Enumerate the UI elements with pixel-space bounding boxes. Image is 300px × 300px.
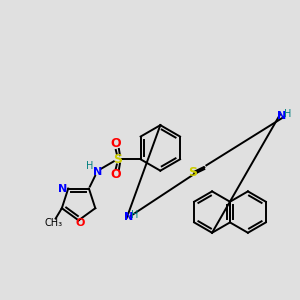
Text: O: O	[76, 218, 85, 228]
Text: S: S	[188, 166, 197, 179]
Text: N: N	[93, 167, 102, 177]
Text: CH₃: CH₃	[44, 218, 63, 228]
Text: S: S	[113, 153, 122, 166]
Text: O: O	[110, 137, 121, 150]
Text: H: H	[131, 210, 139, 220]
Text: H: H	[86, 160, 94, 170]
Text: N: N	[277, 111, 286, 121]
Text: O: O	[110, 168, 121, 181]
Text: N: N	[124, 212, 134, 222]
Text: N: N	[58, 184, 68, 194]
Text: H: H	[284, 109, 292, 119]
